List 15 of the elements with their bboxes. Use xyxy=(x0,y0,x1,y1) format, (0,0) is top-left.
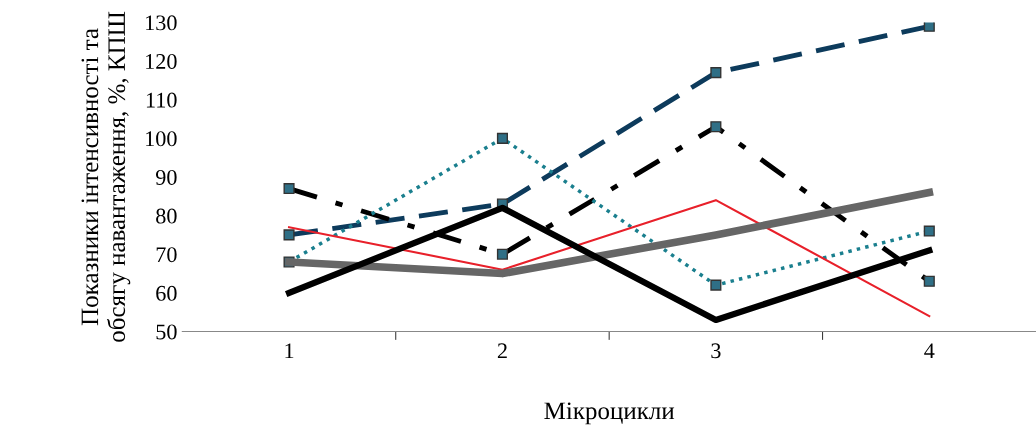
y-tick-label: 50 xyxy=(156,324,177,340)
y-tick-label: 110 xyxy=(146,92,177,108)
y-tick-label: 80 xyxy=(156,208,177,224)
y-tick-label: 70 xyxy=(156,247,177,263)
y-tick-label: 130 xyxy=(146,15,177,31)
x-tick-label: 4 xyxy=(924,343,935,359)
y-axis-title: Показники інтенсивності та обсягу навантаження, %, КПШ xyxy=(81,11,131,342)
y-tick-label: 120 xyxy=(146,53,177,69)
y-tick-label: 90 xyxy=(155,169,177,185)
y-tick-label: 100 xyxy=(146,131,177,147)
y-tick-label: 60 xyxy=(156,285,177,301)
x-axis-title: Мікроцикли xyxy=(544,402,675,425)
x-tick-label: 1 xyxy=(285,343,294,359)
x-tick-label: 2 xyxy=(497,343,507,359)
x-tick-label: 3 xyxy=(711,343,721,359)
